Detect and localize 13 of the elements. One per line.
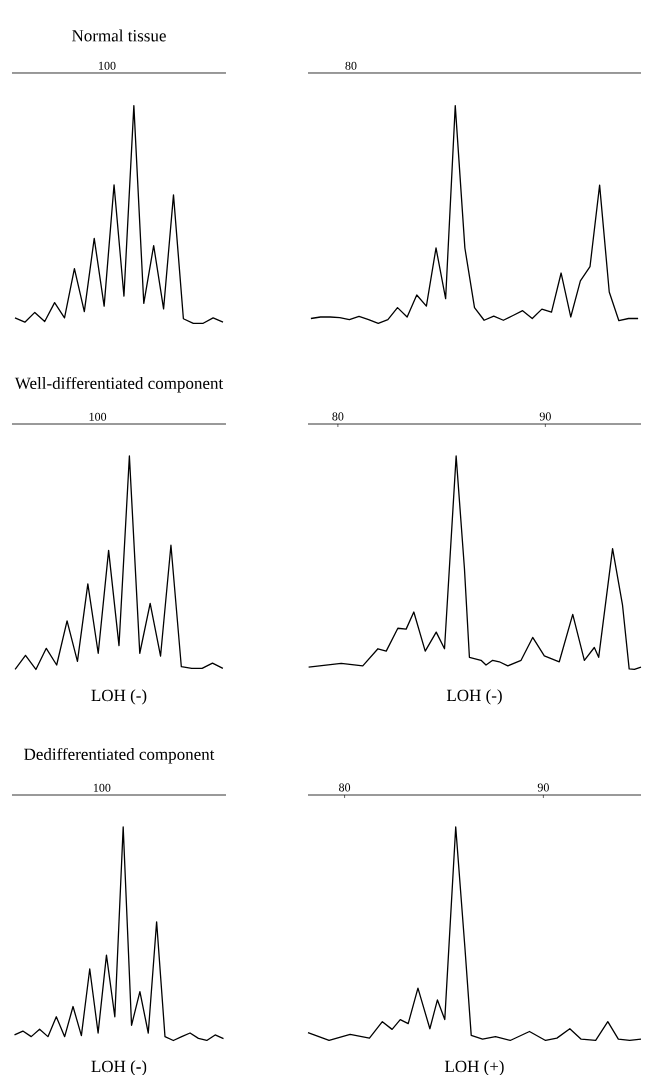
x-tick-label: 90 [539,412,551,421]
text: LOH (-) [91,689,147,705]
text: LOH (+) [444,1060,504,1075]
text: 100 [99,61,116,70]
text: LOH (-) [91,1060,147,1075]
chart-title: Dedifferentiated component [24,747,215,764]
text: 100 [93,783,111,792]
x-tick-label: 90 [537,783,549,792]
text: LOH (-) [446,689,502,705]
text: 80 [345,61,357,70]
chart-title: Normal tissue [72,29,166,42]
text: 100 [89,412,107,421]
chart-title: Well-differentiated component [14,376,224,393]
